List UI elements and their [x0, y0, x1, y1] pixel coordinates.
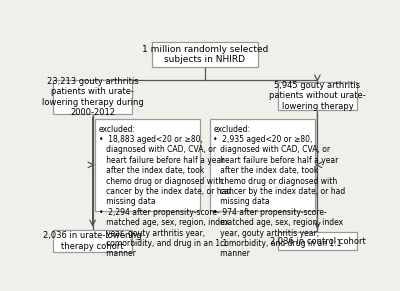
Text: 1 million randomly selected
subjects in NHIRD: 1 million randomly selected subjects in …	[142, 45, 268, 64]
FancyBboxPatch shape	[53, 230, 132, 252]
FancyBboxPatch shape	[152, 42, 258, 68]
Text: excluded:
•  2,935 aged<20 or ≥80,
   diagnosed with CAD, CVA, or
   heart failu: excluded: • 2,935 aged<20 or ≥80, diagno…	[213, 125, 346, 258]
Text: 5,945 gouty arthritis
patients without urate-
lowering therapy: 5,945 gouty arthritis patients without u…	[269, 81, 366, 111]
FancyBboxPatch shape	[95, 119, 200, 211]
Text: 23,213 gouty arthritis
patients with urate-
lowering therapy during
2000-2012: 23,213 gouty arthritis patients with ura…	[42, 77, 144, 117]
FancyBboxPatch shape	[210, 119, 315, 211]
FancyBboxPatch shape	[278, 232, 357, 250]
FancyBboxPatch shape	[278, 82, 357, 110]
Text: 2,036 in urate-lowering
therapy cohort: 2,036 in urate-lowering therapy cohort	[43, 231, 142, 251]
Text: excluded:
•  18,883 aged<20 or ≥80,
   diagnosed with CAD, CVA, or
   heart fail: excluded: • 18,883 aged<20 or ≥80, diagn…	[99, 125, 231, 258]
FancyBboxPatch shape	[53, 80, 132, 114]
Text: 2,036 in control cohort: 2,036 in control cohort	[270, 237, 365, 246]
